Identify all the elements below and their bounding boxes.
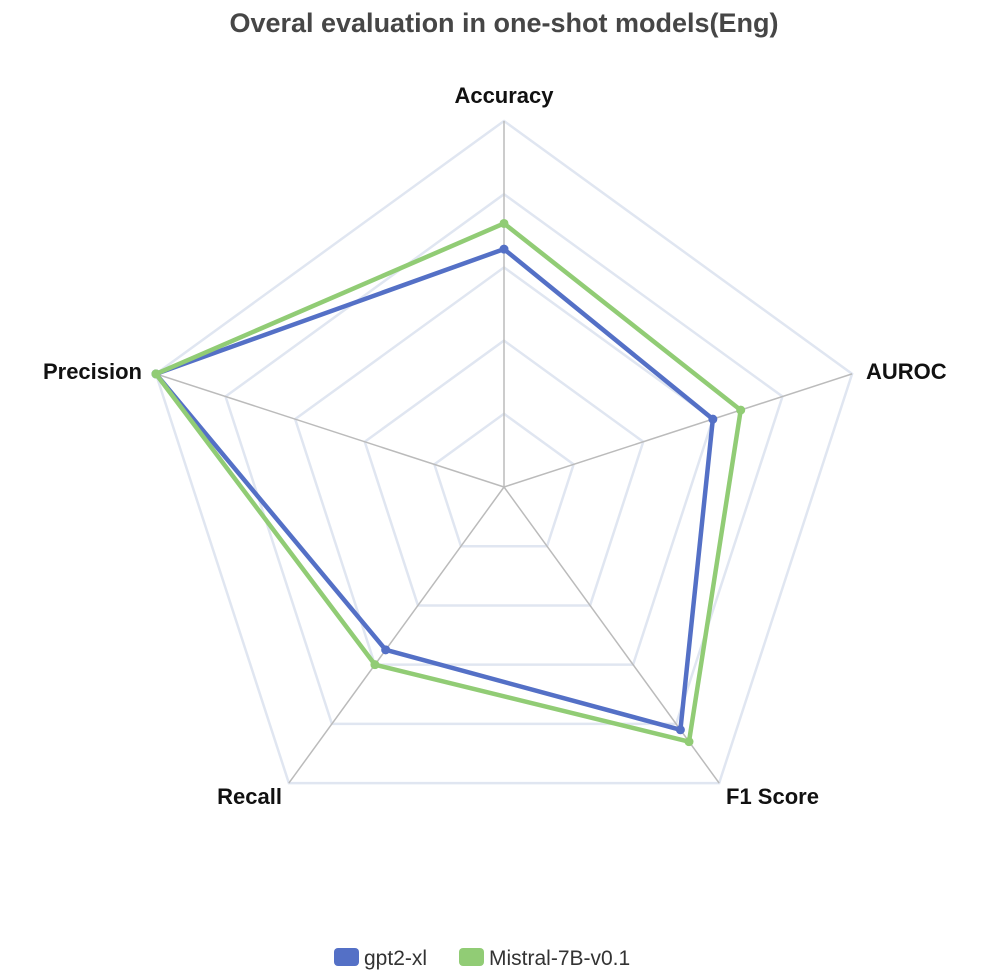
axis-label-auroc: AUROC	[866, 359, 947, 384]
legend-swatch	[334, 948, 359, 966]
data-point	[708, 414, 718, 424]
data-point	[370, 660, 380, 670]
data-point	[151, 369, 161, 379]
radar-grid	[154, 119, 854, 785]
axis-spoke	[503, 373, 853, 488]
axis-labels: Accuracy AUROC F1 Score Recall Precision	[43, 83, 947, 809]
data-point	[684, 737, 694, 747]
chart-title: Overal evaluation in one-shot models(Eng…	[229, 8, 778, 38]
data-point	[499, 244, 509, 254]
series-line	[153, 246, 716, 733]
legend-item-gpt2-xl[interactable]: gpt2-xl	[334, 947, 427, 970]
series-line	[153, 221, 743, 744]
legend[interactable]: gpt2-xl Mistral-7B-v0.1	[334, 947, 630, 970]
axis-spoke	[503, 486, 720, 784]
axis-label-recall: Recall	[217, 784, 282, 809]
radar-spokes	[155, 121, 853, 784]
axis-label-f1-score: F1 Score	[726, 784, 819, 809]
axis-label-precision: Precision	[43, 359, 142, 384]
data-point	[381, 645, 391, 655]
legend-item-Mistral-7B-v0.1[interactable]: Mistral-7B-v0.1	[459, 947, 630, 970]
grid-ring	[293, 265, 715, 666]
axis-spoke	[288, 486, 505, 784]
legend-label: Mistral-7B-v0.1	[489, 947, 630, 970]
grid-ring	[224, 192, 784, 726]
grid-ring	[154, 119, 854, 785]
data-point	[736, 405, 746, 415]
grid-ring	[363, 339, 645, 607]
legend-label: gpt2-xl	[364, 947, 427, 970]
axis-label-accuracy: Accuracy	[454, 83, 554, 108]
data-point	[675, 725, 685, 735]
data-point	[499, 218, 509, 228]
radar-series	[151, 218, 746, 747]
grid-ring	[432, 412, 576, 548]
axis-spoke	[155, 373, 505, 488]
series-Mistral-7B-v0.1	[151, 218, 746, 747]
legend-swatch	[459, 948, 484, 966]
